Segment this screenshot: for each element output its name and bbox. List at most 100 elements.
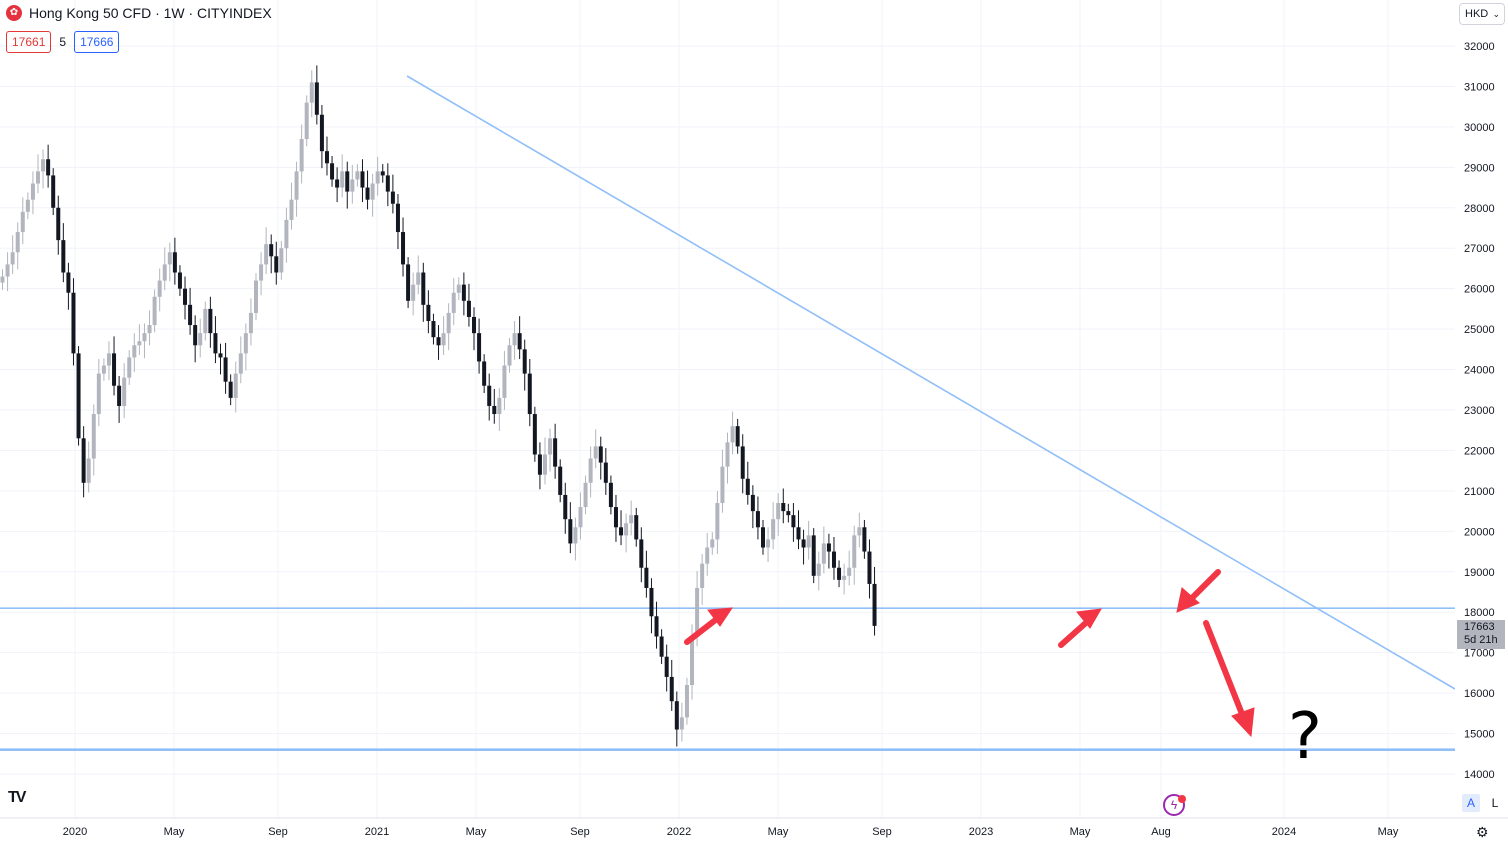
ask-price-button[interactable]: 17666 <box>74 31 120 53</box>
candle <box>532 406 537 462</box>
log-scale-button[interactable]: L <box>1491 796 1499 810</box>
time-tick-label: 2021 <box>365 826 389 838</box>
currency-select[interactable]: HKD ⌄ <box>1459 3 1505 25</box>
currency-label: HKD <box>1465 8 1489 20</box>
time-tick-label: 2024 <box>1272 826 1296 838</box>
gear-icon[interactable]: ⚙ <box>1476 824 1489 840</box>
candle <box>548 428 553 472</box>
bid-price-button[interactable]: 17661 <box>6 31 52 53</box>
candle <box>431 313 436 345</box>
spread-value: 5 <box>59 35 67 49</box>
candle <box>360 159 365 203</box>
candle <box>796 510 801 550</box>
candle <box>776 493 781 537</box>
candle <box>299 124 304 184</box>
candle <box>477 318 482 374</box>
candle <box>390 174 395 214</box>
candle <box>421 262 426 322</box>
candle <box>188 287 193 335</box>
candle <box>446 303 451 351</box>
candle <box>821 526 826 574</box>
chart-title[interactable]: Hong Kong 50 CFD · 1W · CITYINDEX <box>29 5 272 21</box>
candle <box>198 318 203 358</box>
candle <box>274 241 279 285</box>
candle <box>289 182 294 230</box>
bar-countdown: 5d 21h <box>1464 634 1498 646</box>
price-tick-label: 17000 <box>1464 648 1495 660</box>
candle <box>639 527 644 583</box>
time-tick-label: May <box>164 826 185 838</box>
candle <box>517 316 522 360</box>
time-tick-label: May <box>466 826 487 838</box>
candle <box>527 359 532 427</box>
price-axis: 14000 15000 16000 17000 18000 19000 20000 21000… <box>1455 0 1508 850</box>
candle <box>183 276 188 320</box>
candle <box>86 441 91 493</box>
candle <box>25 192 30 220</box>
candle <box>66 262 71 310</box>
candle <box>781 488 786 524</box>
price-tick-label: 25000 <box>1464 324 1495 336</box>
candle <box>619 510 624 546</box>
time-tick-label: Aug <box>1151 826 1171 838</box>
candle <box>852 525 857 585</box>
candle <box>152 289 157 333</box>
candle <box>15 222 20 270</box>
candle <box>81 426 86 498</box>
candle <box>482 354 487 394</box>
candle <box>106 341 111 381</box>
candle <box>634 507 639 547</box>
candle <box>791 503 796 542</box>
candle <box>522 339 527 391</box>
candle <box>350 164 355 204</box>
candle <box>862 520 867 559</box>
quote-row: 17661 5 17666 <box>6 31 120 53</box>
candle <box>441 316 446 355</box>
time-tick-label: May <box>1070 826 1091 838</box>
annotation-arrows[interactable] <box>684 569 1255 738</box>
candle <box>345 161 350 209</box>
arrow-up-right-1 <box>684 607 733 645</box>
candle <box>857 512 862 548</box>
candle <box>761 520 765 555</box>
candle <box>132 333 137 372</box>
price-tick-label: 23000 <box>1464 405 1495 417</box>
candle <box>284 207 289 263</box>
candle <box>147 310 152 346</box>
candle <box>644 550 649 598</box>
auto-scale-button[interactable]: A <box>1462 794 1480 812</box>
candle <box>5 252 10 292</box>
candle <box>537 442 542 490</box>
price-tick-label: 16000 <box>1464 688 1495 700</box>
candle <box>243 323 248 371</box>
candle <box>842 563 847 595</box>
candle <box>294 161 299 217</box>
candle <box>117 376 122 423</box>
candle <box>563 482 568 534</box>
candle <box>755 496 760 540</box>
candle <box>583 475 588 515</box>
price-tick-label: 28000 <box>1464 203 1495 215</box>
candle <box>20 197 25 245</box>
lightning-alert-icon[interactable]: ϟ <box>1163 794 1185 816</box>
candle <box>745 461 750 505</box>
candle <box>319 105 324 169</box>
candle <box>203 301 208 341</box>
candle <box>71 278 76 366</box>
candle <box>309 70 314 118</box>
price-tick-label: 15000 <box>1464 729 1495 741</box>
candle <box>401 217 406 277</box>
candle <box>578 492 583 540</box>
tradingview-logo-icon[interactable]: TV <box>8 789 27 806</box>
price-tick-label: 29000 <box>1464 162 1495 174</box>
candle <box>30 171 35 215</box>
candle <box>750 485 755 529</box>
candle <box>228 374 233 406</box>
candle <box>497 388 502 432</box>
downtrend-line[interactable] <box>406 75 1456 690</box>
candle <box>335 167 340 203</box>
candle <box>137 324 142 355</box>
price-tick-label: 26000 <box>1464 284 1495 296</box>
price-tick-label: 30000 <box>1464 122 1495 134</box>
